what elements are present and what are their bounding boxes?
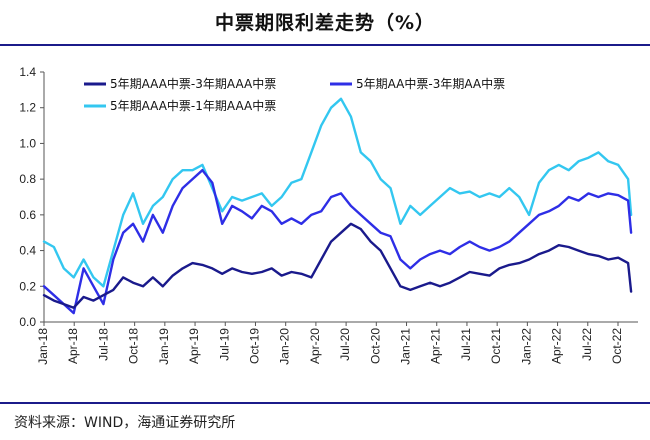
- y-tick-label: 1.4: [19, 65, 36, 79]
- x-tick-label: Oct-21: [489, 328, 503, 364]
- x-tick-label: Oct-22: [610, 328, 624, 364]
- y-tick-label: 1.2: [19, 101, 36, 115]
- x-tick-label: Jul-20: [338, 328, 352, 361]
- x-tick-label: Jul-19: [217, 328, 231, 361]
- x-tick-label: Jan-22: [519, 328, 533, 365]
- x-tick-label: Apr-18: [66, 328, 80, 364]
- x-tick-label: Oct-18: [127, 328, 141, 364]
- y-tick-label: 0.0: [19, 315, 36, 329]
- title-bar: 中票期限利差走势（%）: [0, 0, 650, 46]
- y-tick-label: 0.2: [19, 279, 36, 293]
- legend-label-3: 5年期AAA中票-1年期AAA中票: [110, 98, 276, 113]
- x-tick-label: Jan-19: [157, 328, 171, 365]
- x-tick-label: Jan-20: [278, 328, 292, 365]
- axes: 0.0 0.2 0.4 0.6 0.8 1.0 1.2 1.4 Jan-18 Apr-18 Jul-…: [19, 65, 638, 365]
- x-tick-label: Oct-20: [368, 328, 382, 364]
- source-note: 资料来源：WIND，海通证券研究所: [0, 402, 650, 440]
- series-line-2: [42, 168, 633, 315]
- series-line-3: [42, 97, 633, 288]
- x-tick-label: Apr-20: [308, 328, 322, 364]
- chart-title: 中票期限利差走势（%）: [214, 12, 436, 34]
- y-tick-label: 0.8: [19, 172, 36, 186]
- plot-area: [42, 97, 633, 315]
- x-tick-label: Jan-21: [399, 328, 413, 365]
- y-tick-label: 1.0: [19, 136, 36, 150]
- x-tick-label: Apr-19: [187, 328, 201, 364]
- x-tick-label: Jul-18: [96, 328, 110, 361]
- legend-label-1: 5年期AAA中票-3年期AAA中票: [110, 76, 276, 91]
- x-tick-label: Jul-21: [459, 328, 473, 361]
- x-tick-label: Apr-21: [429, 328, 443, 364]
- x-tick-label: Oct-19: [247, 328, 261, 364]
- legend: 5年期AAA中票-3年期AAA中票 5年期AA中票-3年期AA中票 5年期AAA中票…: [84, 76, 505, 113]
- chart-area: 0.0 0.2 0.4 0.6 0.8 1.0 1.2 1.4 Jan-18 Apr-18 Jul-…: [19, 65, 638, 365]
- x-tick-label: Apr-22: [550, 328, 564, 364]
- x-tick-label: Jan-18: [36, 328, 50, 365]
- y-tick-label: 0.6: [19, 208, 36, 222]
- x-tick-label: Jul-22: [580, 328, 594, 361]
- legend-label-2: 5年期AA中票-3年期AA中票: [356, 76, 505, 91]
- series-line-1: [42, 222, 633, 309]
- y-tick-label: 0.4: [19, 244, 36, 258]
